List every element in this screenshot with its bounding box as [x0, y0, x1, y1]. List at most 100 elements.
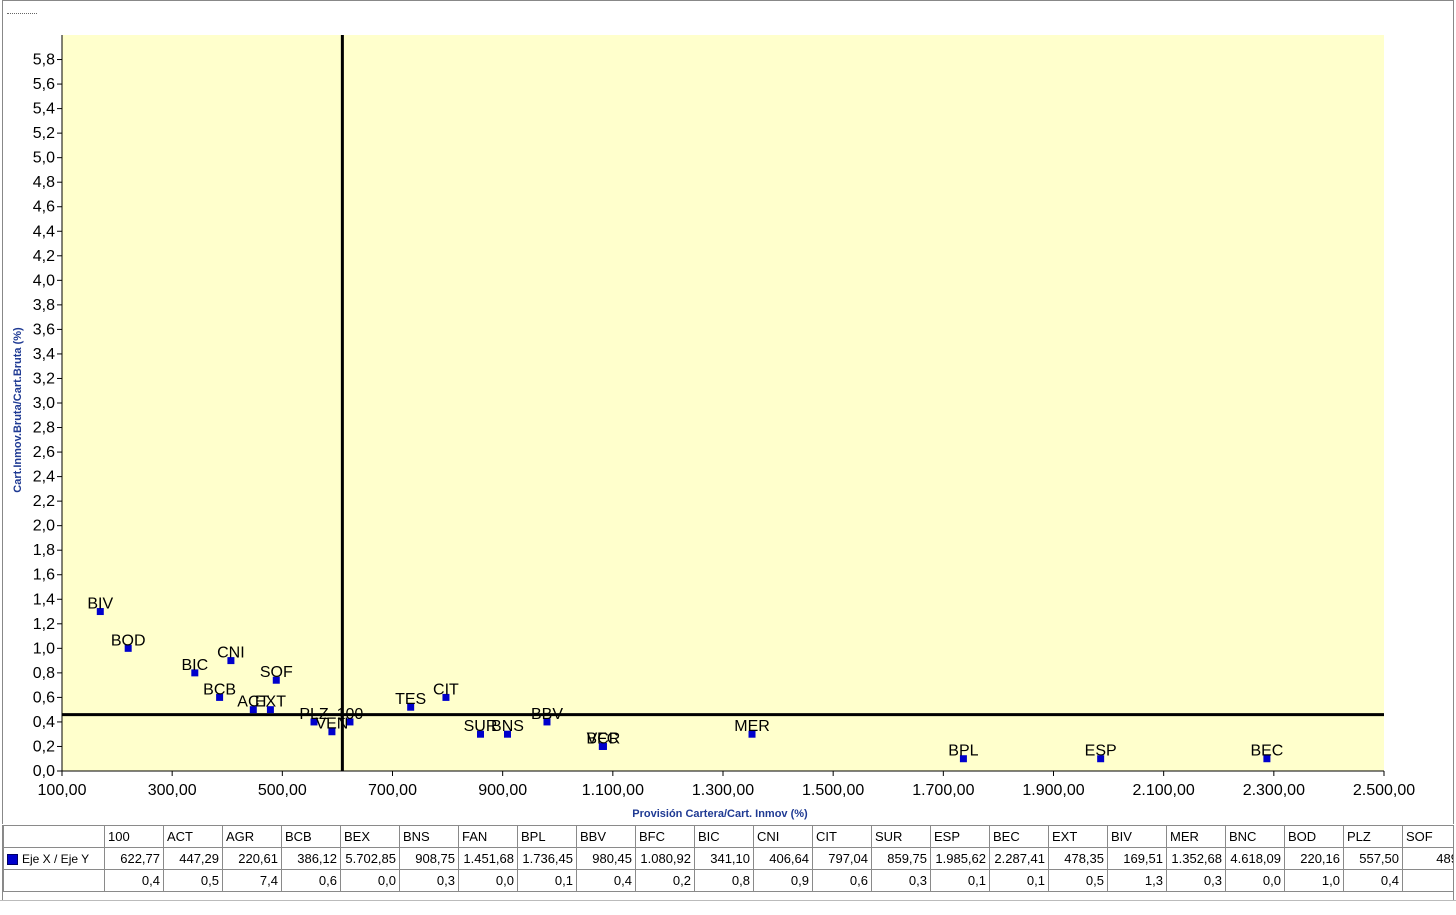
y-tick-label: 4,8 — [33, 174, 55, 191]
data-point — [599, 742, 607, 750]
table-cell: 622,77 — [104, 847, 164, 870]
column-header: CNI — [753, 825, 813, 848]
table-cell: 220,16 — [1284, 847, 1344, 870]
table-cell: 220,61 — [222, 847, 282, 870]
data-point — [503, 730, 511, 738]
data-point — [191, 669, 199, 677]
data-point — [346, 718, 354, 726]
y-axis-label: Cart.Inmov.Bruta/Cart.Bruta (%) — [12, 327, 24, 493]
column-header: BCB — [281, 825, 341, 848]
column-header: BIV — [1107, 825, 1167, 848]
y-tick-label: 2,4 — [33, 469, 55, 486]
table-cell: 1.736,45 — [517, 847, 577, 870]
focus-indicator — [7, 13, 37, 14]
data-table-panel: 100 ACT AGR BCB BEX BNS FAN BPL BBV BFC BIC CNI CIT S… — [2, 825, 1454, 900]
table-cell: 0,4 — [576, 869, 636, 892]
y-tick-label: 2,2 — [33, 493, 55, 510]
y-tick-label: 3,0 — [33, 395, 55, 412]
data-point — [407, 703, 415, 711]
x-tick-label: 500,00 — [258, 782, 307, 799]
data-label: BPL — [948, 743, 978, 760]
table-cell: 0,3 — [399, 869, 459, 892]
data-label: SOF — [260, 664, 293, 681]
table-cell: 0,0 — [1225, 869, 1285, 892]
table-cell: 386,12 — [281, 847, 341, 870]
table-cell: 489 — [1402, 847, 1453, 870]
y-tick-label: 1,2 — [33, 616, 55, 633]
table-cell: 0,1 — [930, 869, 990, 892]
y-tick-label: 4,0 — [33, 272, 55, 289]
y-tick-label: 1,8 — [33, 542, 55, 559]
series-name: Eje X / Eje Y — [22, 851, 90, 866]
y-tick-label: 3,6 — [33, 321, 55, 338]
data-label: CIT — [433, 681, 459, 698]
data-label: ESP — [1085, 743, 1117, 760]
table-cell: 797,04 — [812, 847, 872, 870]
data-label: ACT — [237, 694, 269, 711]
column-header: BBV — [576, 825, 636, 848]
data-point — [476, 730, 484, 738]
data-label: VCR — [587, 730, 621, 747]
status-strip — [0, 900, 1456, 915]
x-tick-label: 1.700,00 — [912, 782, 974, 799]
data-point — [442, 693, 450, 701]
column-header: BPL — [517, 825, 577, 848]
x-tick-label: 1.500,00 — [802, 782, 864, 799]
data-point — [310, 718, 318, 726]
column-header: BEC — [989, 825, 1049, 848]
table-cell: 447,29 — [163, 847, 223, 870]
x-tick-label: 2.100,00 — [1133, 782, 1195, 799]
table-cell: 1,0 — [1284, 869, 1344, 892]
y-tick-label: 0,4 — [33, 714, 55, 731]
y-tick-label: 0,2 — [33, 738, 55, 755]
y-tick-label: 0,8 — [33, 665, 55, 682]
y-tick-label: 5,2 — [33, 125, 55, 142]
column-header: PLZ — [1343, 825, 1403, 848]
table-cell — [1402, 869, 1453, 892]
series-swatch-icon — [7, 853, 18, 865]
y-tick-label: 5,6 — [33, 76, 55, 93]
table-cell: 1.451,68 — [458, 847, 518, 870]
table-cell: 1.985,62 — [930, 847, 990, 870]
data-label: BEC — [1250, 743, 1283, 760]
y-tick-label: 4,4 — [33, 223, 55, 240]
table-header-row: 100 ACT AGR BCB BEX BNS FAN BPL BBV BFC BIC CNI CIT S… — [3, 825, 1453, 848]
column-header: BIC — [694, 825, 754, 848]
table-cell: 478,35 — [1048, 847, 1108, 870]
x-tick-label: 2.500,00 — [1353, 782, 1415, 799]
data-point — [96, 608, 104, 616]
data-table: 100 ACT AGR BCB BEX BNS FAN BPL BBV BFC BIC CNI CIT S… — [3, 825, 1453, 892]
table-cell: 2.287,41 — [989, 847, 1049, 870]
table-cell: 980,45 — [576, 847, 636, 870]
y-tick-label: 5,0 — [33, 150, 55, 167]
data-point — [543, 718, 551, 726]
table-cell: 0,1 — [989, 869, 1049, 892]
table-cell: 0,2 — [635, 869, 695, 892]
table-cell: 0,3 — [871, 869, 931, 892]
scatter-chart: 0,0 0,2 0,4 0,6 0,8 1,0 1,2 1,4 1,6 1,8 2,0 2,2 2,4 2… — [12, 35, 1415, 820]
column-header: ESP — [930, 825, 990, 848]
data-label: BCB — [203, 681, 236, 698]
table-cell: 0,3 — [1166, 869, 1226, 892]
data-label: PLZ — [299, 706, 329, 723]
data-label: BIC — [181, 657, 208, 674]
column-header: MER — [1166, 825, 1226, 848]
table-cell: 0,0 — [458, 869, 518, 892]
table-cell: 341,10 — [694, 847, 754, 870]
y-tick-label: 2,8 — [33, 420, 55, 437]
y-tick-label: 2,6 — [33, 444, 55, 461]
y-tick-label: 3,8 — [33, 297, 55, 314]
y-tick-label: 0,6 — [33, 689, 55, 706]
y-tick-label: 3,4 — [33, 346, 55, 363]
plot-area — [62, 35, 1384, 771]
data-label: TES — [395, 691, 426, 708]
table-cell: 1.080,92 — [635, 847, 695, 870]
data-point — [959, 755, 967, 763]
data-point — [266, 706, 274, 714]
y-tick-label: 4,6 — [33, 199, 55, 216]
column-header: BFC — [635, 825, 695, 848]
x-tick-label: 700,00 — [368, 782, 417, 799]
table-cell: 169,51 — [1107, 847, 1167, 870]
series-label-cell: Eje X / Eje Y — [3, 847, 105, 870]
data-label: 100 — [337, 706, 364, 723]
